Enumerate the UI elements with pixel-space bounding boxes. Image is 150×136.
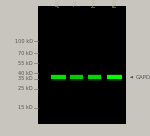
Bar	[88, 74, 101, 75]
Text: NRK: NRK	[112, 0, 117, 7]
Bar	[70, 74, 83, 75]
Bar	[51, 79, 66, 81]
Text: 35 kD: 35 kD	[18, 76, 33, 81]
Text: 25 kD: 25 kD	[18, 86, 33, 91]
Text: 40 kD: 40 kD	[18, 71, 33, 75]
Bar	[88, 79, 101, 81]
Text: 70 kD: 70 kD	[18, 51, 33, 55]
Text: HeLa: HeLa	[92, 0, 97, 7]
Bar	[107, 74, 122, 75]
Bar	[88, 75, 101, 79]
Text: 100 kD: 100 kD	[15, 39, 33, 44]
Bar	[107, 75, 122, 79]
Text: GAPDH: GAPDH	[136, 75, 150, 80]
Text: 15 kD: 15 kD	[18, 105, 33, 110]
Bar	[51, 75, 66, 79]
Bar	[51, 74, 66, 75]
Bar	[70, 75, 83, 79]
Bar	[70, 79, 83, 81]
Text: T47D: T47D	[74, 0, 79, 7]
Bar	[107, 79, 122, 81]
Text: 55 kD: 55 kD	[18, 61, 33, 66]
Bar	[38, 6, 126, 124]
Text: A431: A431	[56, 0, 61, 7]
